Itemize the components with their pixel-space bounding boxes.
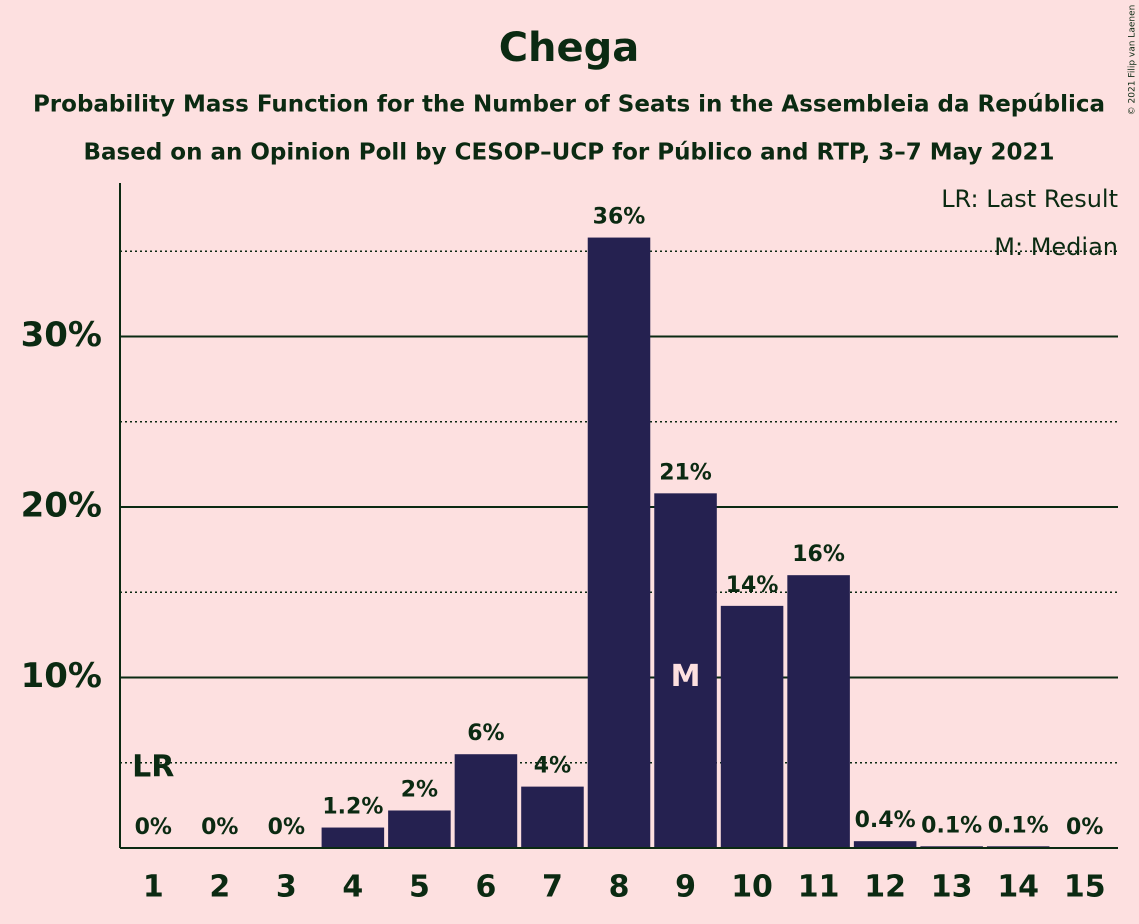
value-label: 0% xyxy=(1066,815,1103,840)
x-tick-label: 5 xyxy=(409,870,430,905)
bar xyxy=(521,786,584,848)
x-tick-label: 9 xyxy=(675,870,696,905)
copyright: © 2021 Filip van Laenen xyxy=(1128,5,1138,116)
bar xyxy=(321,827,385,848)
value-label: 6% xyxy=(467,721,504,746)
x-tick-label: 4 xyxy=(342,870,363,905)
value-label: 0.1% xyxy=(921,813,982,838)
x-tick-label: 6 xyxy=(475,870,496,905)
x-tick-label: 10 xyxy=(731,870,773,905)
bar xyxy=(654,493,717,848)
y-tick-label: 10% xyxy=(21,656,102,696)
x-tick-label: 12 xyxy=(864,870,906,905)
chart-subtitle: Probability Mass Function for the Number… xyxy=(33,92,1105,118)
bar xyxy=(587,237,651,849)
value-label: 36% xyxy=(593,205,646,230)
x-tick-label: 11 xyxy=(798,870,840,905)
value-label: 16% xyxy=(792,542,845,567)
x-tick-label: 15 xyxy=(1064,870,1106,905)
x-tick-label: 14 xyxy=(997,870,1039,905)
value-label: 4% xyxy=(534,754,571,779)
x-tick-label: 7 xyxy=(542,870,563,905)
value-label: 0% xyxy=(201,815,238,840)
x-tick-label: 1 xyxy=(143,870,164,905)
bar xyxy=(388,810,451,848)
median-marker: M xyxy=(671,659,701,694)
x-tick-label: 3 xyxy=(276,870,297,905)
value-label: 14% xyxy=(726,573,779,598)
value-label: 0.1% xyxy=(988,813,1049,838)
legend-entry: LR: Last Result xyxy=(941,185,1118,213)
x-tick-label: 8 xyxy=(609,870,630,905)
value-label: 2% xyxy=(401,777,438,802)
value-label: 0% xyxy=(135,815,172,840)
y-tick-label: 30% xyxy=(21,315,102,355)
x-tick-label: 2 xyxy=(209,870,230,905)
bar xyxy=(720,605,784,848)
bar xyxy=(454,754,518,848)
last-result-marker: LR xyxy=(132,750,174,785)
value-label: 0.4% xyxy=(855,808,916,833)
value-label: 21% xyxy=(659,460,712,485)
chart-subtitle: Based on an Opinion Poll by CESOP–UCP fo… xyxy=(83,140,1054,166)
value-label: 1.2% xyxy=(322,795,383,820)
x-tick-label: 13 xyxy=(931,870,973,905)
chart-title: Chega xyxy=(499,25,640,71)
y-tick-label: 20% xyxy=(21,485,102,525)
value-label: 0% xyxy=(268,815,305,840)
bar xyxy=(853,841,917,848)
bar xyxy=(787,575,850,848)
legend-entry: M: Median xyxy=(994,233,1118,261)
